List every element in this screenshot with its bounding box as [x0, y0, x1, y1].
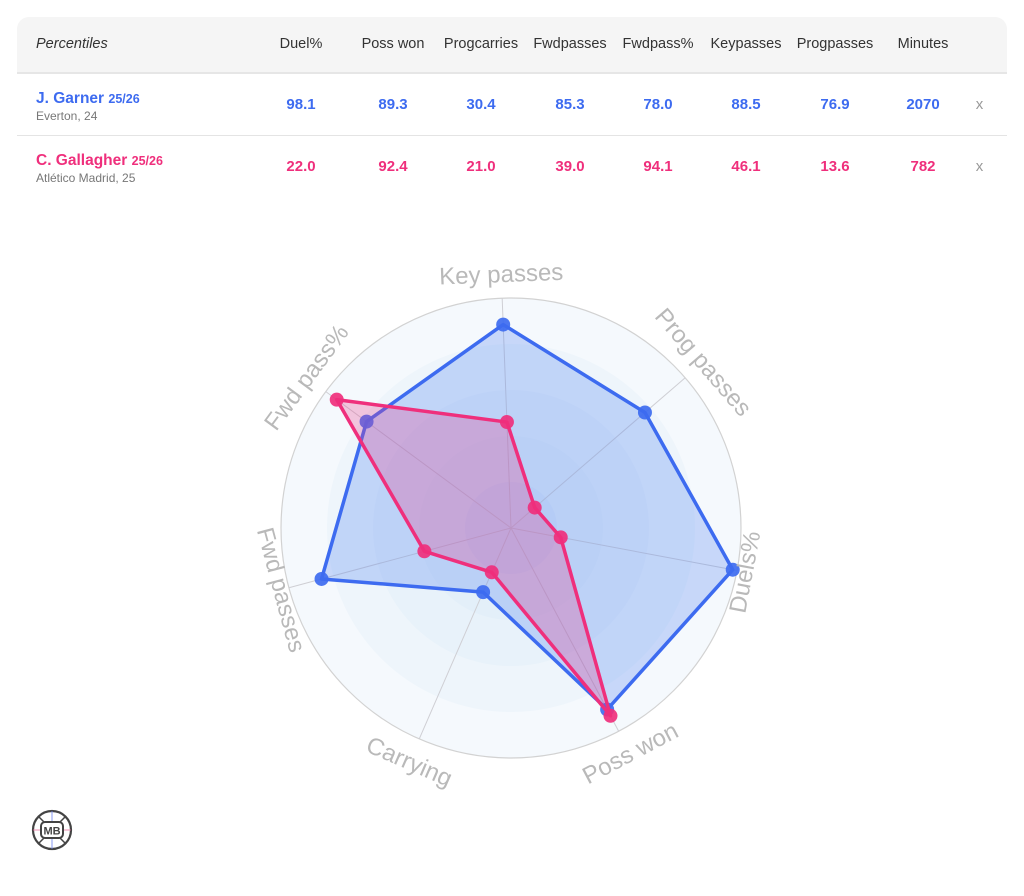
- stat-value: 78.0: [643, 96, 673, 113]
- player-name-text: C. Gallagher: [36, 152, 128, 169]
- header-percentiles: Percentiles: [36, 36, 108, 52]
- stat-value: 30.4: [466, 96, 496, 113]
- player-club-age: Atlético Madrid, 25: [36, 171, 136, 185]
- radar-data-point: [725, 562, 740, 577]
- remove-player-button[interactable]: x: [975, 96, 984, 113]
- stat-value: 39.0: [555, 158, 585, 175]
- player-name[interactable]: J. Garner 25/26: [36, 90, 140, 108]
- column-header-line2: carries: [474, 36, 519, 52]
- player-row: C. Gallagher 25/26 Atlético Madrid, 25 22…: [17, 136, 1007, 197]
- player-name[interactable]: C. Gallagher 25/26: [36, 152, 163, 170]
- column-header-line1: Fwd: [533, 36, 561, 52]
- stat-value: 2070: [906, 96, 940, 113]
- column-header[interactable]: Poss won: [348, 17, 438, 72]
- radar-data-point: [499, 415, 514, 430]
- svg-text:MB: MB: [43, 826, 60, 838]
- column-header-line2: passes: [560, 36, 607, 52]
- stat-value: 76.9: [820, 96, 850, 113]
- player-club-age: Everton, 24: [36, 109, 98, 123]
- remove-player-button[interactable]: x: [975, 158, 984, 175]
- radar-data-point: [329, 392, 344, 407]
- radar-data-point: [484, 565, 499, 580]
- column-header-line2: passes: [735, 36, 782, 52]
- column-header-line2: Poss won: [361, 36, 425, 52]
- column-header[interactable]: Minutes: [878, 17, 968, 72]
- column-header-line1: Prog: [796, 36, 828, 52]
- radar-data-point: [527, 500, 542, 515]
- radar-data-point: [637, 405, 652, 420]
- column-header-line1: Key: [710, 36, 736, 52]
- stat-value: 13.6: [820, 158, 850, 175]
- radar-spoke: [325, 391, 512, 529]
- stat-value: 92.4: [378, 158, 408, 175]
- player-row: J. Garner 25/26 Everton, 24 98.1 89.3 30.4 8…: [17, 74, 1007, 136]
- radar-data-point: [417, 544, 432, 559]
- radar-data-point: [553, 530, 568, 545]
- player-season: 25/26: [108, 92, 140, 106]
- radar-data-point: [603, 708, 618, 723]
- stat-value: 21.0: [466, 158, 496, 175]
- stat-value: 89.3: [378, 96, 408, 113]
- column-header[interactable]: Prog carries: [436, 17, 526, 72]
- column-header[interactable]: Key passes: [701, 17, 791, 72]
- column-header-line2: passes: [827, 36, 874, 52]
- radar-data-point: [476, 585, 491, 600]
- table-header: Percentiles Duel% Poss won Prog carries Fwd p…: [17, 17, 1007, 74]
- column-header[interactable]: Prog passes: [790, 17, 880, 72]
- column-header[interactable]: Fwd pass%: [613, 17, 703, 72]
- stat-value: 782: [910, 158, 936, 175]
- column-header[interactable]: Fwd passes: [525, 17, 615, 72]
- column-header-line1: Prog: [443, 36, 475, 52]
- stat-value: 88.5: [731, 96, 761, 113]
- radar-spoke: [510, 527, 738, 572]
- column-header-line1: Fwd: [622, 36, 650, 52]
- radar-spoke: [510, 377, 686, 529]
- column-header-line2: Duel%: [279, 36, 323, 52]
- radar-spoke: [418, 527, 512, 740]
- stat-value: 85.3: [555, 96, 585, 113]
- table-body: J. Garner 25/26 Everton, 24 98.1 89.3 30.4 8…: [17, 74, 1007, 197]
- column-header-line2: pass%: [649, 36, 694, 52]
- radar-data-point: [359, 414, 374, 429]
- stat-value: 94.1: [643, 158, 673, 175]
- column-header[interactable]: Duel%: [256, 17, 346, 72]
- radar-axis-label: Key passes: [439, 259, 564, 291]
- radar-data-point: [496, 317, 511, 332]
- player-name-text: J. Garner: [36, 90, 105, 107]
- stat-value: 98.1: [286, 96, 316, 113]
- mb-logo-icon: MB: [31, 809, 73, 851]
- stat-value: 46.1: [731, 158, 761, 175]
- radar-series-polygon: [319, 322, 735, 712]
- stat-value: 22.0: [286, 158, 316, 175]
- percentiles-table: Percentiles Duel% Poss won Prog carries Fwd p…: [17, 17, 1007, 197]
- player-season: 25/26: [131, 154, 163, 168]
- radar-spoke: [501, 298, 512, 529]
- radar-spoke: [510, 527, 620, 732]
- column-header-line2: Minutes: [897, 36, 949, 52]
- radar-data-point: [314, 571, 329, 586]
